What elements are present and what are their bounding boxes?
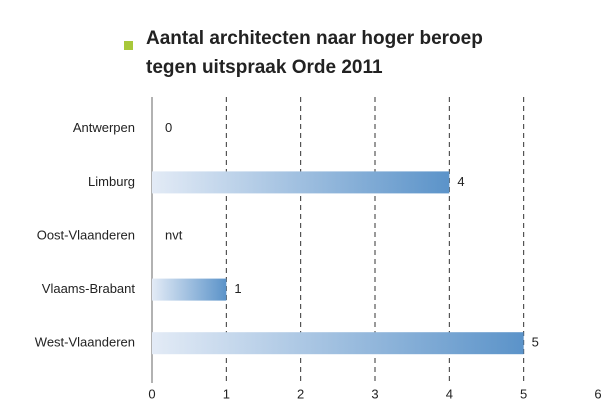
x-tick-label: 6 xyxy=(594,386,601,401)
x-tick-label: 4 xyxy=(446,386,453,401)
bar xyxy=(152,278,227,301)
data-label: 4 xyxy=(457,174,464,189)
title-bullet xyxy=(124,41,133,50)
bar xyxy=(152,332,524,355)
x-tick-label: 0 xyxy=(148,386,155,401)
data-label: nvt xyxy=(165,227,183,242)
y-tick-label: West-Vlaanderen xyxy=(35,335,135,350)
chart-title: tegen uitspraak Orde 2011 xyxy=(146,57,383,78)
chart-title: Aantal architecten naar hoger beroep xyxy=(146,28,483,49)
x-tick-label: 1 xyxy=(223,386,230,401)
data-label: 5 xyxy=(532,335,539,350)
data-label: 1 xyxy=(234,281,241,296)
y-tick-label: Vlaams-Brabant xyxy=(42,281,136,296)
x-tick-label: 5 xyxy=(520,386,527,401)
y-tick-label: Limburg xyxy=(88,174,135,189)
data-label: 0 xyxy=(165,120,172,135)
x-tick-label: 3 xyxy=(371,386,378,401)
x-tick-label: 2 xyxy=(297,386,304,401)
y-tick-label: Oost-Vlaanderen xyxy=(37,227,135,242)
bar xyxy=(152,171,450,194)
y-tick-label: Antwerpen xyxy=(73,120,135,135)
